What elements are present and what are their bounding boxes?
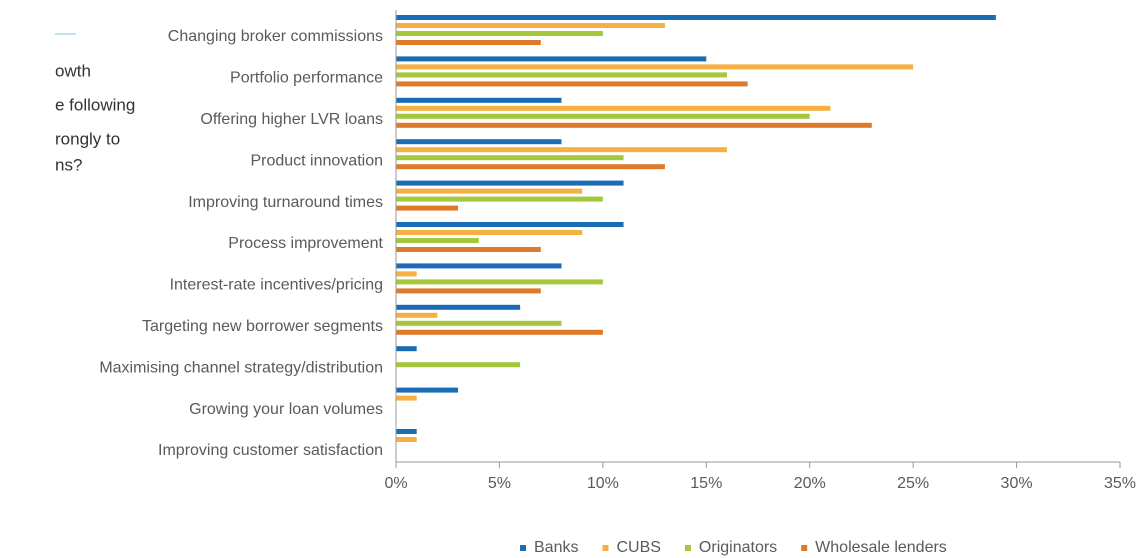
bar (396, 271, 417, 277)
bar (396, 196, 603, 202)
bar (396, 395, 417, 401)
y-tick-label: Growing your loan volumes (189, 401, 383, 418)
bar (396, 222, 624, 227)
bar (396, 238, 479, 243)
bar (396, 40, 541, 45)
y-tick-label: Improving customer satisfaction (158, 442, 383, 459)
bar (396, 81, 748, 87)
bar (396, 122, 872, 128)
bar (396, 72, 727, 78)
x-tick-label: 20% (794, 475, 826, 492)
x-tick-label: 30% (1001, 475, 1033, 492)
x-tick-label: 25% (897, 475, 929, 492)
y-tick-label: Changing broker commissions (168, 28, 383, 45)
x-tick-label: 15% (690, 475, 722, 492)
bar (396, 304, 521, 310)
y-tick-label: Portfolio performance (230, 70, 383, 87)
bar (396, 164, 665, 170)
x-tick-label: 10% (587, 475, 619, 492)
y-tick-label: Process improvement (228, 235, 383, 252)
bar (396, 31, 603, 36)
legend-swatch (684, 545, 691, 551)
bar (396, 105, 831, 111)
bar (396, 64, 914, 70)
y-tick-label: Targeting new borrower segments (142, 318, 383, 335)
y-tick-label: Interest-rate incentives/pricing (170, 277, 383, 294)
bar (396, 23, 665, 28)
y-tick-label: Product innovation (250, 152, 383, 169)
bar (396, 139, 562, 145)
bar (396, 346, 417, 352)
annotation: owth (55, 61, 91, 80)
annotation: ns? (55, 155, 82, 174)
bar (396, 362, 521, 368)
bar (396, 288, 541, 294)
y-tick-label: Improving turnaround times (188, 194, 383, 211)
annotation: rongly to (55, 129, 120, 148)
annotation: e following (55, 95, 135, 114)
bar (396, 113, 810, 119)
bar (396, 147, 727, 153)
bar (396, 429, 417, 434)
x-tick-label: 5% (488, 475, 511, 492)
bar (396, 155, 624, 161)
bar (396, 230, 583, 235)
bar (396, 188, 583, 194)
x-tick-label: 0% (384, 475, 407, 492)
bar (396, 329, 603, 335)
y-tick-label: Offering higher LVR loans (200, 111, 383, 128)
legend-swatch (602, 545, 609, 551)
bar (396, 437, 417, 442)
bar (396, 312, 438, 318)
x-tick-label: 35% (1104, 475, 1136, 492)
bar (396, 97, 562, 103)
legend-label: Wholesale lenders (815, 539, 947, 556)
legend-label: Banks (534, 539, 578, 556)
bar (396, 15, 996, 20)
bar (396, 56, 707, 62)
bar (396, 279, 603, 285)
legend-label: CUBS (616, 539, 660, 556)
legend-swatch (801, 545, 808, 551)
bar (396, 263, 562, 269)
legend-swatch (520, 545, 526, 551)
bar (396, 205, 459, 211)
bar (396, 320, 562, 326)
bar (396, 387, 459, 393)
bar (396, 180, 624, 186)
y-tick-label: Maximising channel strategy/distribution (99, 359, 383, 376)
bar (396, 247, 541, 252)
legend-label: Originators (699, 539, 777, 556)
